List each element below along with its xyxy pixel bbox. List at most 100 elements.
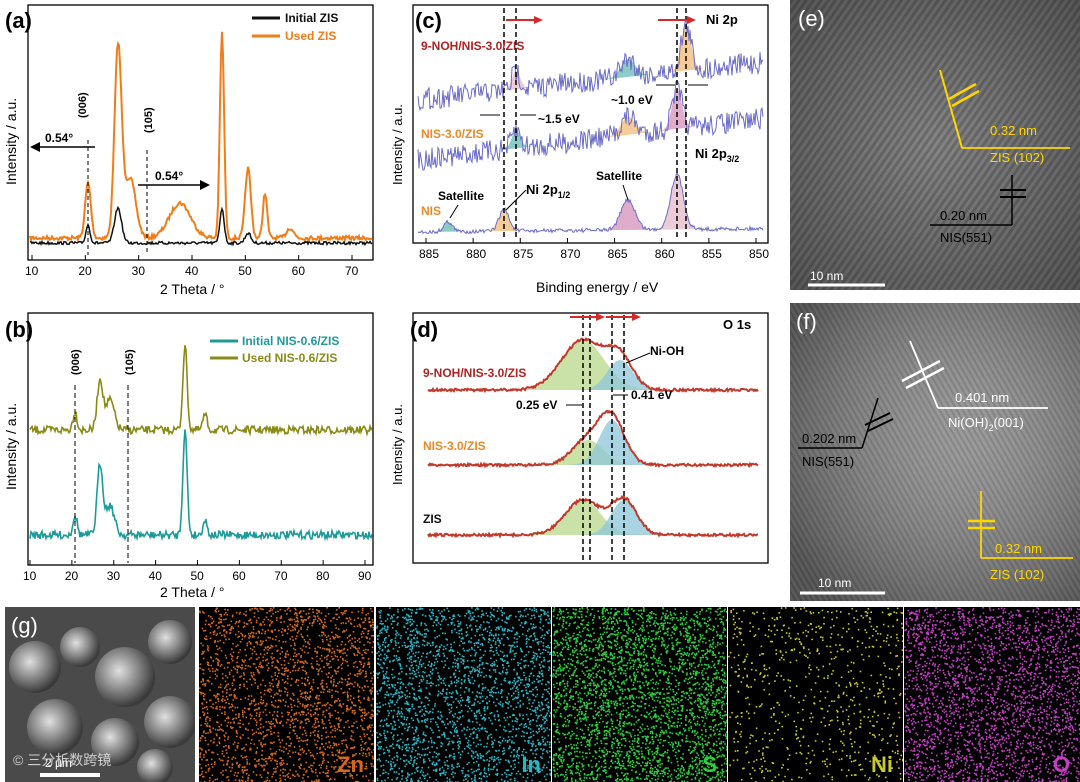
eds-dot (417, 746, 420, 749)
eds-dot (414, 655, 416, 657)
eds-dot (401, 732, 403, 735)
eds-dot (386, 618, 389, 620)
eds-dot (274, 759, 276, 762)
eds-dot (476, 711, 478, 713)
eds-dot (476, 607, 478, 609)
eds-dot (497, 633, 500, 636)
eds-dot (424, 696, 427, 699)
eds-dot (527, 727, 530, 729)
eds-dot (256, 760, 258, 762)
eds-dot (694, 654, 697, 657)
eds-dot (499, 724, 501, 727)
eds-dot (276, 667, 279, 669)
eds-dot (543, 666, 545, 668)
eds-dot (201, 653, 203, 655)
eds-dot (360, 618, 363, 620)
eds-dot (209, 689, 211, 691)
eds-dot (206, 679, 209, 682)
eds-dot (391, 758, 394, 760)
eds-dot (209, 632, 212, 634)
eds-dot (401, 722, 403, 725)
eds-dot (287, 607, 290, 609)
eds-dot (296, 625, 299, 627)
eds-dot (281, 647, 283, 650)
eds-dot (216, 705, 218, 708)
eds-dot (403, 617, 406, 620)
eds-dot (652, 759, 654, 761)
eds-dot (221, 673, 224, 675)
eds-dot (503, 612, 505, 614)
eds-dot (438, 759, 441, 761)
eds-dot (294, 661, 296, 664)
eds-dot (503, 747, 505, 749)
eds-dot (239, 764, 241, 766)
eds-dot (296, 623, 299, 626)
eds-dot (460, 661, 463, 663)
eds-dot (382, 662, 385, 664)
eds-dot (268, 780, 271, 782)
eds-dot (265, 702, 268, 705)
eds-dot (255, 708, 257, 711)
eds-dot (481, 634, 483, 636)
eds-dot (544, 715, 547, 718)
eds-dot (483, 759, 486, 762)
eds-dot (212, 660, 214, 662)
eds-dot (283, 746, 285, 749)
eds-dot (204, 629, 207, 632)
eds-dot (479, 664, 481, 666)
eds-dot (535, 753, 537, 755)
eds-dot (232, 743, 235, 745)
eds-dot (509, 778, 512, 781)
eds-dot (443, 731, 445, 734)
eds-dot (260, 666, 262, 668)
eds-dot (382, 769, 385, 771)
eds-dot (457, 700, 459, 702)
eds-dot (386, 628, 389, 631)
x-tick-label: 860 (655, 247, 675, 261)
eds-dot (467, 696, 469, 698)
eds-dot (536, 725, 538, 727)
eds-dot (437, 679, 440, 681)
eds-dot (336, 649, 339, 651)
eds-dot (233, 679, 235, 682)
eds-dot (206, 725, 209, 727)
eds-dot (631, 622, 634, 624)
eds-dot (223, 755, 225, 757)
eds-dot (367, 612, 369, 615)
eds-dot (275, 767, 277, 770)
eds-dot (312, 621, 314, 624)
eds-dot (481, 662, 484, 665)
eds-dot (329, 649, 331, 652)
eds-dot (314, 618, 317, 620)
eds-dot (596, 738, 599, 740)
eds-dot (352, 754, 354, 756)
eds-dot (715, 656, 717, 659)
eds-dot (388, 614, 390, 617)
eds-dot (400, 668, 402, 670)
eds-dot (515, 735, 517, 737)
eds-dot (214, 670, 217, 672)
eds-dot (457, 657, 459, 660)
eds-dot (280, 615, 282, 618)
eds-dot (356, 666, 358, 668)
eds-dot (376, 706, 378, 708)
eds-dot (255, 731, 258, 733)
eds-dot (372, 715, 374, 717)
eds-dot (297, 684, 299, 687)
eds-dot (310, 687, 313, 689)
eds-dot (459, 621, 462, 624)
eds-dot (476, 620, 478, 622)
eds-dot (513, 685, 515, 687)
eds-dot (222, 642, 225, 644)
eds-dot (516, 720, 518, 723)
eds-dot (534, 639, 537, 641)
eds-dot (432, 708, 434, 710)
eds-dot (368, 699, 370, 702)
eds-dot (299, 749, 302, 751)
eds-dot (253, 698, 256, 701)
eds-dot (356, 683, 359, 685)
eds-dot (685, 613, 688, 616)
eds-dot (409, 621, 411, 623)
eds-dot (417, 667, 420, 669)
eds-dot (236, 775, 238, 777)
